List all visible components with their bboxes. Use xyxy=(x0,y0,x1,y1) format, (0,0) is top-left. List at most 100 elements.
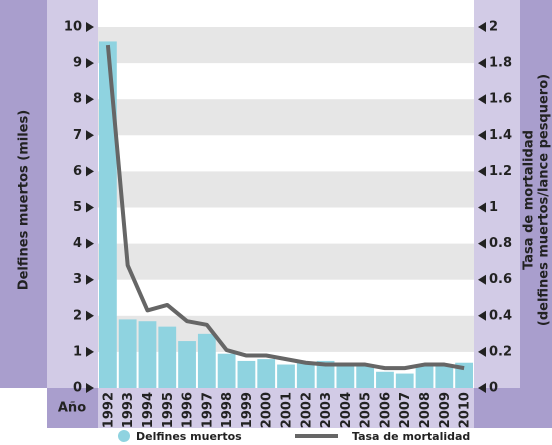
grid-band xyxy=(98,99,474,136)
y2-tick-label: 0.8 xyxy=(489,236,512,251)
y2-tick-label: 1.8 xyxy=(489,56,512,71)
y2-tick-mark xyxy=(478,383,486,393)
y-tick-label: 4 xyxy=(73,236,82,251)
y2-tick-label: 1.4 xyxy=(489,128,512,143)
bar xyxy=(336,364,355,388)
y2-tick-mark xyxy=(478,166,486,177)
y2-tick-mark xyxy=(478,274,486,285)
y-tick-label: 9 xyxy=(73,56,82,71)
grid-band xyxy=(98,243,474,280)
bar xyxy=(237,360,256,388)
right-panel xyxy=(520,0,552,388)
x-tick-label: 1999 xyxy=(240,392,255,428)
y-tick-mark xyxy=(86,202,94,213)
y-tick-label: 0 xyxy=(73,381,82,396)
x-tick-label: 2001 xyxy=(280,392,295,428)
legend-label: Delfines muertos xyxy=(136,430,242,443)
x-tick-label: 2000 xyxy=(260,392,275,428)
y2-tick-mark xyxy=(478,238,486,249)
x-label-box xyxy=(47,388,98,428)
y2-tick-mark xyxy=(478,130,486,141)
y-tick-label: 2 xyxy=(73,308,82,323)
y2-tick-label: 1 xyxy=(489,200,498,215)
bar xyxy=(415,366,434,388)
bar xyxy=(356,366,375,388)
y2-tick-label: 0.2 xyxy=(489,344,512,359)
x-tick-label: 2007 xyxy=(398,392,413,428)
bar xyxy=(277,364,295,388)
y-tick-mark xyxy=(86,310,94,321)
bar xyxy=(316,360,335,388)
bar xyxy=(435,366,454,388)
bar xyxy=(158,326,177,388)
x-tick-label: 1996 xyxy=(181,392,196,428)
y2-tick-mark xyxy=(478,58,486,69)
y2-tick-label: 0 xyxy=(489,381,498,396)
x-tick-label: 2009 xyxy=(438,392,453,428)
x-tick-label: 2005 xyxy=(359,392,374,428)
x-axis-label: Año xyxy=(58,401,86,416)
x-tick-label: 1997 xyxy=(200,392,215,428)
line xyxy=(105,44,465,371)
x-tick-label: 2006 xyxy=(378,392,393,428)
grid-band xyxy=(98,171,474,208)
y2-tick-mark xyxy=(478,346,486,357)
bar xyxy=(296,362,315,388)
bar xyxy=(99,41,117,388)
y-tick-label: 3 xyxy=(73,272,82,287)
x-tick-label: 2010 xyxy=(458,392,473,428)
y-tick-mark xyxy=(86,346,94,357)
y2-tick-label: 1.6 xyxy=(489,92,512,107)
y-tick-label: 1 xyxy=(73,344,82,359)
y-tick-label: 6 xyxy=(73,164,82,179)
y-tick-label: 5 xyxy=(73,200,82,215)
bar xyxy=(257,359,276,388)
y2-tick-mark xyxy=(478,310,486,321)
y2-tick-label: 0.6 xyxy=(489,272,512,287)
x-axis-panel xyxy=(98,388,474,428)
bar xyxy=(217,353,236,388)
y2-axis-label: (delfines muertos/lance pesquero) xyxy=(537,74,552,326)
bar xyxy=(138,321,157,388)
bar xyxy=(197,333,216,388)
bar xyxy=(118,319,137,388)
y-tick-mark xyxy=(86,274,94,285)
y-axis-label: Delfines muertos (miles) xyxy=(17,110,32,290)
corner-panel xyxy=(474,388,552,428)
bar xyxy=(376,371,394,388)
x-tick-label: 2002 xyxy=(299,392,314,428)
y-tick-mark xyxy=(86,94,94,105)
y2-tick-mark xyxy=(478,202,486,213)
x-tick-label: 1993 xyxy=(121,392,136,428)
legend-label: Tasa de mortalidad xyxy=(352,430,470,443)
y-tick-mark xyxy=(86,130,94,141)
legend-swatch xyxy=(118,430,130,442)
x-tick-label: 2008 xyxy=(418,392,433,428)
y-tick-mark xyxy=(86,238,94,249)
x-tick-label: 1994 xyxy=(141,392,156,428)
y-tick-mark xyxy=(86,383,94,393)
grid-band xyxy=(98,27,474,64)
y2-tick-label: 2 xyxy=(489,20,498,35)
x-tick-label: 2003 xyxy=(319,392,334,428)
x-tick-label: 2004 xyxy=(339,392,354,428)
bar xyxy=(178,341,196,388)
left-panel xyxy=(0,0,47,388)
y-tick-mark xyxy=(86,166,94,177)
x-tick-label: 1995 xyxy=(161,392,176,428)
x-tick-label: 1998 xyxy=(220,392,235,428)
y-tick-mark xyxy=(86,22,94,32)
y2-tick-label: 0.4 xyxy=(489,308,512,323)
y2-tick-label: 1.2 xyxy=(489,164,512,179)
x-tick-label: 1992 xyxy=(101,392,116,428)
y2-tick-mark xyxy=(478,94,486,105)
y-tick-label: 7 xyxy=(73,128,82,143)
y2-tick-mark xyxy=(478,22,486,32)
y-tick-label: 8 xyxy=(73,92,82,107)
y2-axis-label: Tasa de mortalidad xyxy=(522,130,537,270)
bar xyxy=(395,373,414,388)
y-tick-mark xyxy=(86,58,94,69)
y-tick-label: 10 xyxy=(64,20,82,35)
